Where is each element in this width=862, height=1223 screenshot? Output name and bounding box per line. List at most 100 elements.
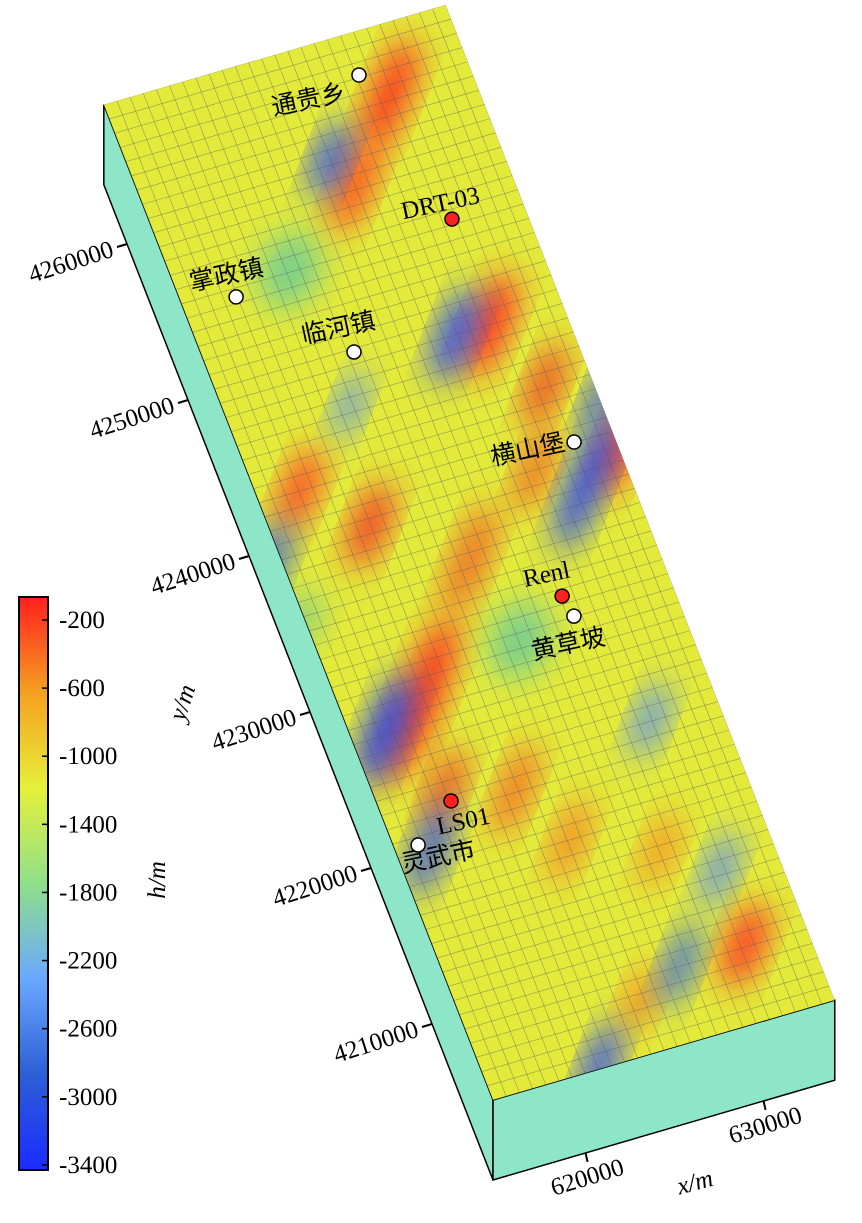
mesh-line: [176, 189, 518, 290]
relief: [524, 342, 566, 428]
y-tick-label: 4230000: [208, 704, 300, 757]
relief: [630, 682, 670, 758]
mesh-line: [387, 729, 730, 831]
mesh-line: [192, 232, 535, 333]
colorbar-tick-label: -3400: [59, 1152, 117, 1179]
mesh-line: [487, 985, 830, 1087]
colorbar-tick-label: -1400: [59, 811, 117, 838]
mesh-line: [214, 288, 557, 390]
mesh-line: [453, 900, 796, 1001]
mesh-line: [264, 416, 607, 518]
mesh-line: [292, 488, 635, 589]
mesh-line: [392, 743, 735, 845]
mesh-line: [109, 18, 452, 120]
mesh-line: [137, 89, 480, 191]
mesh-line: [370, 687, 713, 788]
mesh-line: [359, 658, 702, 760]
mesh-line: [409, 786, 752, 888]
y-tick: [360, 867, 372, 872]
mesh-line: [281, 459, 624, 560]
relief: [659, 922, 701, 1008]
mesh-line: [159, 146, 502, 248]
y-tick: [238, 555, 250, 560]
mesh-line: [470, 942, 813, 1044]
mesh-line: [403, 772, 746, 873]
relief: [406, 802, 454, 898]
mesh-line: [276, 445, 619, 546]
mesh-line: [437, 857, 780, 959]
relief: [555, 419, 615, 551]
mesh-line: [253, 388, 596, 489]
colorbar: [18, 596, 49, 1171]
relief: [357, 673, 413, 787]
y-tick-label: 4220000: [269, 860, 361, 913]
point-marker: [351, 67, 367, 83]
mesh-line: [342, 615, 685, 717]
mesh-line: [298, 502, 641, 603]
colorbar-tick-label: -200: [59, 607, 105, 634]
relief: [488, 601, 552, 679]
y-tick: [299, 711, 311, 716]
point-marker: [346, 344, 362, 360]
mesh-line: [492, 999, 835, 1100]
mesh-line: [142, 104, 485, 205]
colorbar-tick-label: -1000: [59, 743, 117, 770]
relief: [362, 38, 418, 152]
mesh-line: [120, 47, 463, 148]
mesh-line: [348, 630, 691, 731]
y-tick: [421, 1023, 433, 1028]
mesh-line: [331, 587, 674, 688]
mesh-line: [376, 701, 719, 802]
mesh-line: [242, 360, 585, 461]
mesh-line: [237, 345, 580, 447]
relief: [382, 615, 458, 785]
mesh-line: [431, 843, 774, 944]
relief: [333, 372, 367, 438]
y-tick-label: 4260000: [25, 236, 117, 289]
mesh-line: [381, 715, 724, 816]
colorbar-tick-label: -2600: [59, 1016, 117, 1043]
relief: [640, 812, 680, 888]
mesh-line: [125, 61, 468, 162]
mesh-line: [170, 175, 513, 276]
x-tick: [584, 1152, 589, 1163]
mesh-line: [153, 132, 496, 233]
mesh-line: [248, 374, 591, 475]
relief: [464, 273, 516, 377]
mesh-line: [164, 160, 507, 262]
mesh-line: [420, 815, 763, 916]
mesh-line: [131, 75, 474, 177]
mesh-line: [303, 516, 646, 617]
mesh-line: [465, 928, 808, 1030]
point-marker: [228, 289, 244, 305]
relief: [492, 743, 538, 837]
mesh-line: [226, 317, 568, 418]
mesh-line: [209, 274, 552, 376]
colorbar-tick-label: -600: [59, 675, 105, 702]
mesh-line: [198, 246, 541, 347]
mesh-line: [426, 829, 769, 930]
y-tick: [177, 399, 189, 404]
relief: [310, 122, 350, 198]
relief: [348, 482, 392, 568]
mesh-line: [114, 33, 457, 134]
mesh-line: [481, 971, 824, 1072]
mesh-line: [326, 573, 669, 674]
relief: [278, 447, 322, 533]
mesh-line: [353, 644, 696, 745]
mesh-line: [315, 544, 657, 646]
point-marker: [444, 211, 460, 227]
colorbar-tick-label: -2200: [59, 948, 117, 975]
point-marker: [410, 837, 426, 853]
y-tick-label: 4210000: [330, 1016, 422, 1069]
mesh-line: [181, 203, 524, 305]
colorbar-tick-label: -3000: [59, 1084, 117, 1111]
relief: [621, 966, 659, 1034]
mesh-line: [398, 758, 741, 859]
x-axis-label: x/m: [673, 1165, 716, 1201]
mesh-line: [448, 886, 791, 987]
colorbar-label: h/m: [144, 861, 171, 899]
mesh-line: [187, 217, 530, 319]
mesh-line: [148, 118, 491, 219]
